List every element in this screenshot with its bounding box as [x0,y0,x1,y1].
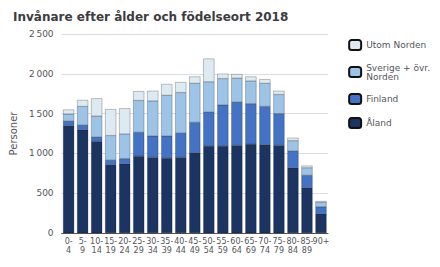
svg-text:Norden: Norden [366,72,399,82]
svg-text:20-: 20- [118,237,131,246]
svg-text:30-: 30- [146,237,159,246]
svg-text:Åland: Åland [366,117,392,128]
svg-text:1 000: 1 000 [29,148,54,158]
svg-text:69: 69 [246,246,256,255]
svg-text:39: 39 [162,246,172,255]
svg-text:10-: 10- [90,237,103,246]
svg-text:49: 49 [190,246,200,255]
svg-text:35-: 35- [160,237,173,246]
svg-text:40-: 40- [174,237,187,246]
svg-text:64: 64 [232,246,242,255]
svg-text:90+: 90+ [313,237,330,246]
svg-text:Sverige + övr.: Sverige + övr. [366,62,430,73]
svg-text:24: 24 [120,246,130,255]
svg-text:75-: 75- [272,237,285,246]
svg-text:9: 9 [80,246,85,255]
svg-text:60-: 60- [230,237,243,246]
svg-text:5-: 5- [79,237,87,246]
svg-text:Invånare efter ålder och födel: Invånare efter ålder och födelseort 2018 [13,10,288,24]
svg-text:45-: 45- [188,237,201,246]
svg-text:25-: 25- [132,237,145,246]
svg-text:59: 59 [218,246,228,255]
svg-text:70-: 70- [258,237,271,246]
svg-text:74: 74 [260,246,270,255]
svg-text:15-: 15- [104,237,117,246]
svg-text:14: 14 [92,246,102,255]
svg-text:34: 34 [148,246,158,255]
svg-text:4: 4 [66,246,71,255]
svg-text:80-: 80- [286,237,299,246]
svg-text:19: 19 [106,246,116,255]
svg-text:55-: 55- [216,237,229,246]
svg-text:85-: 85- [300,237,314,246]
svg-text:0-: 0- [65,237,73,246]
svg-text:29: 29 [134,246,144,255]
svg-text:Finland: Finland [366,94,398,104]
svg-text:44: 44 [176,246,186,255]
svg-text:500: 500 [36,188,53,198]
svg-text:65-: 65- [244,237,257,246]
svg-text:89: 89 [302,246,312,255]
svg-text:1 500: 1 500 [29,109,54,119]
svg-text:2 500: 2 500 [29,29,54,39]
svg-text:54: 54 [204,246,214,255]
svg-text:Personer: Personer [8,111,19,156]
svg-text:2 000: 2 000 [29,69,54,79]
svg-text:50-: 50- [202,237,215,246]
svg-text:0: 0 [48,228,54,238]
svg-text:79: 79 [274,246,284,255]
svg-text:Utom Norden: Utom Norden [366,40,426,50]
svg-text:84: 84 [288,246,298,255]
